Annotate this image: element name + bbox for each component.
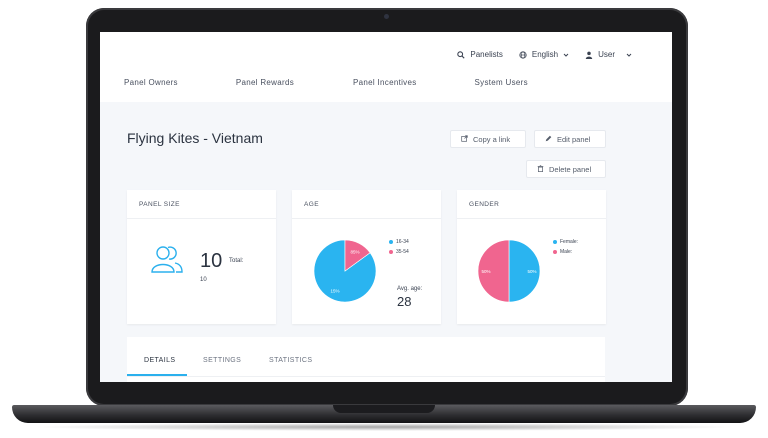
legend-item: Male: <box>553 249 578 255</box>
gender-legend: Female: Male: <box>553 239 578 259</box>
copy-link-label: Copy a link <box>473 134 511 144</box>
laptop-shadow <box>30 423 738 431</box>
legend-item: 35-54 <box>389 249 409 255</box>
nav-item-system-users[interactable]: System Users <box>474 78 528 87</box>
legend-label: Female: <box>560 239 579 245</box>
language-select[interactable]: English <box>519 50 569 59</box>
active-tab-indicator <box>127 374 187 376</box>
pie-slice-label: 50% <box>527 269 536 274</box>
tab-settings[interactable]: SETTINGS <box>203 357 242 364</box>
globe-icon <box>519 50 527 59</box>
legend-label: 35-54 <box>396 249 409 255</box>
tab-statistics[interactable]: STATISTICS <box>269 357 313 364</box>
chevron-down-icon <box>563 52 569 58</box>
page-title: Flying Kites - Vietnam <box>127 130 263 146</box>
panel-size-total-label: Total: <box>229 258 244 264</box>
legend-swatch <box>553 240 557 244</box>
legend-swatch <box>553 250 557 254</box>
legend-item: Female: <box>553 239 578 245</box>
age-heading: AGE <box>292 190 441 219</box>
edit-panel-button[interactable]: Edit panel <box>534 130 606 148</box>
edit-panel-label: Edit panel <box>557 134 591 144</box>
panel-size-heading: PANEL SIZE <box>127 190 276 219</box>
legend-item: 16-34 <box>389 239 409 245</box>
delete-panel-label: Delete panel <box>549 164 592 174</box>
header-actions: Panelists English User <box>457 50 632 59</box>
pie-slice-label: 85% <box>350 249 359 254</box>
legend-swatch <box>389 240 393 244</box>
age-legend: 16-34 35-54 <box>389 239 409 259</box>
user-icon <box>585 51 593 59</box>
tabs-divider <box>127 376 605 377</box>
laptop-notch <box>333 405 435 413</box>
search-icon <box>457 50 465 59</box>
user-label: User <box>598 50 615 59</box>
pencil-icon <box>545 135 552 144</box>
pie-slice-male <box>477 239 510 303</box>
laptop-base <box>12 405 756 423</box>
avg-age-label: Avg. age: <box>397 286 423 292</box>
panel-size-card: PANEL SIZE 10 Total: 10 <box>127 190 276 324</box>
delete-panel-button[interactable]: Delete panel <box>526 160 606 178</box>
nav-item-panel-incentives[interactable]: Panel Incentives <box>353 78 417 87</box>
main-nav: Panel Owners Panel Rewards Panel Incenti… <box>124 78 586 87</box>
language-label: English <box>531 50 559 59</box>
nav-item-panel-rewards[interactable]: Panel Rewards <box>235 78 295 87</box>
chevron-down-icon <box>626 52 632 58</box>
legend-label: 16-34 <box>396 239 409 245</box>
trash-icon <box>537 164 544 174</box>
age-pie-chart: 15% 85% <box>313 239 377 303</box>
age-card: AGE 15% 85% 16-34 35-54 Avg. age: 28 <box>292 190 441 324</box>
top-bar: Panelists English User <box>100 32 672 102</box>
pie-slice-3554 <box>344 239 371 272</box>
panel-size-total-value: 10 <box>200 277 207 283</box>
pie-slice-label: 50% <box>481 269 490 274</box>
panel-size-value: 10 <box>200 250 223 272</box>
gender-card: GENDER 50% 50% Female: Male: <box>457 190 606 324</box>
tab-details[interactable]: DETAILS <box>144 357 176 364</box>
users-icon <box>151 244 183 279</box>
user-menu[interactable]: User <box>585 50 632 59</box>
camera-icon <box>384 14 389 19</box>
legend-swatch <box>389 250 393 254</box>
panelists-label: Panelists <box>470 50 503 59</box>
gender-pie-chart: 50% 50% <box>477 239 541 303</box>
detail-tabs: DETAILS SETTINGS STATISTICS <box>127 337 605 382</box>
pie-slice-female <box>508 239 541 303</box>
copy-link-button[interactable]: Copy a link <box>450 130 526 148</box>
avg-age-value: 28 <box>397 294 412 309</box>
app-screen: Panelists English User <box>100 32 672 382</box>
panelists-link[interactable]: Panelists <box>457 50 503 59</box>
external-link-icon <box>461 134 468 144</box>
pie-slice-label: 15% <box>331 289 340 294</box>
gender-heading: GENDER <box>457 190 606 219</box>
nav-item-panel-owners[interactable]: Panel Owners <box>124 78 178 87</box>
legend-label: Male: <box>560 249 573 255</box>
